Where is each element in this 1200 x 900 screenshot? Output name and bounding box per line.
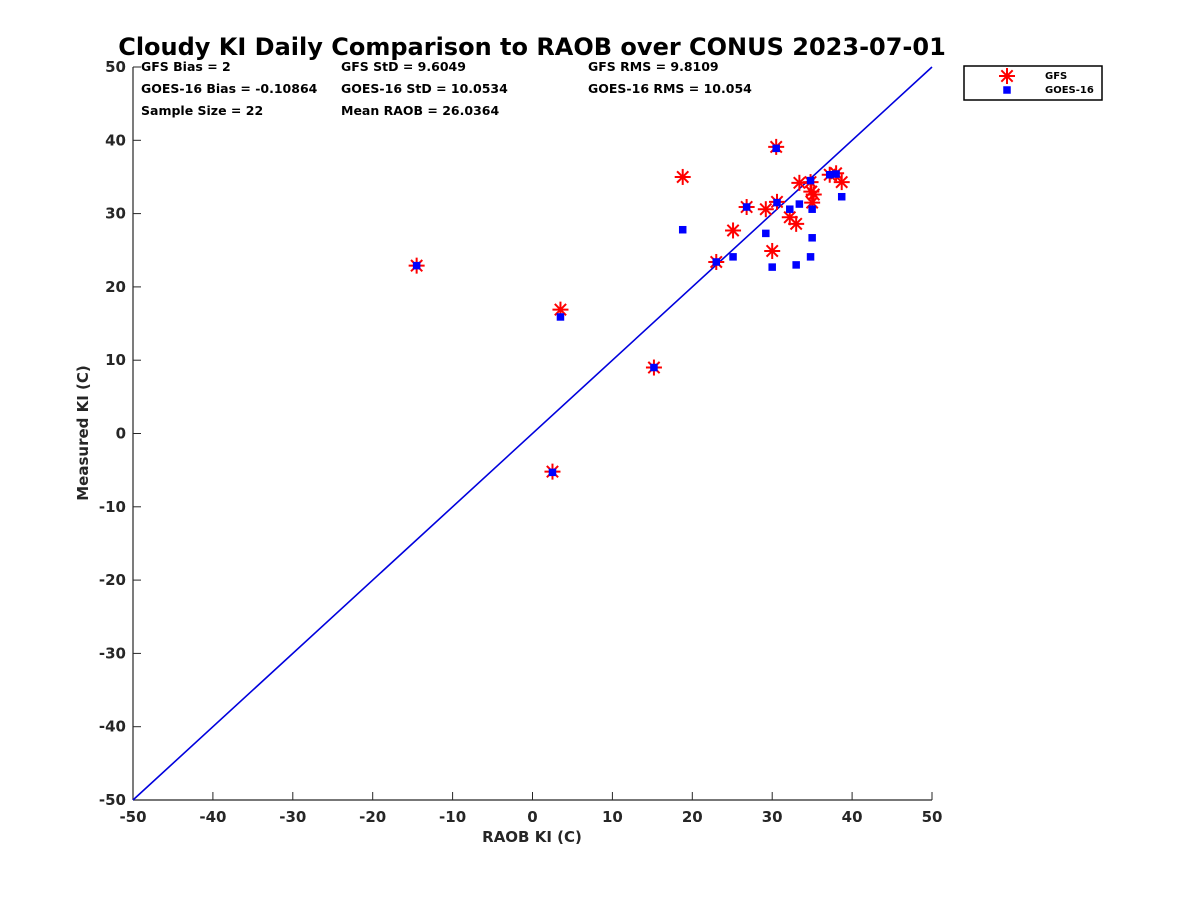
goes-16-point: [556, 313, 565, 321]
asterisk-stroke: [1000, 69, 1014, 83]
goes-16-point: [650, 363, 658, 372]
asterisk-stroke: [554, 303, 567, 316]
goes-16-point: [795, 200, 804, 208]
legend-goes-marker: [1003, 86, 1011, 94]
asterisk-stroke: [793, 176, 806, 190]
y-tick-label: 20: [105, 278, 126, 296]
sample-size-stat: Sample Size = 22: [141, 103, 263, 118]
y-tick-label: 0: [116, 425, 126, 443]
goes-16-point: [768, 263, 776, 271]
legend-goes-label: GOES-16: [1045, 85, 1094, 96]
y-tick-label: 10: [105, 351, 126, 369]
gfs-point: [833, 174, 850, 191]
y-tick-label: 50: [105, 58, 126, 76]
goes-16-point: [786, 205, 794, 213]
asterisk-stroke: [765, 244, 779, 258]
gfs-point: [788, 215, 805, 232]
data-markers: [408, 138, 850, 480]
y-tick-label: -30: [99, 644, 126, 662]
gfs-point: [803, 183, 820, 200]
goes-16-point: [792, 261, 800, 269]
asterisk-stroke: [805, 196, 819, 209]
stats-block: GFS Bias = 2 GFS StD = 9.6049 GFS RMS = …: [141, 59, 752, 118]
y-axis-label: Measured KI (C): [74, 365, 92, 501]
asterisk-stroke: [726, 224, 740, 237]
mean-raob-stat: Mean RAOB = 26.0364: [341, 103, 499, 118]
x-tick-label: -20: [359, 808, 386, 826]
goes-16-point: [832, 170, 840, 178]
y-tick-label: -50: [99, 791, 126, 809]
goes-16-point: [808, 205, 816, 213]
legend-gfs-asterisk: [999, 68, 1015, 84]
asterisk-stroke: [759, 202, 773, 216]
goes-16-point: [773, 198, 781, 207]
gfs-point: [764, 242, 781, 259]
goes-16-point: [806, 176, 815, 185]
x-tick-label: 20: [682, 808, 703, 826]
gfs-std-stat: GFS StD = 9.6049: [341, 59, 466, 74]
y-tick-label: -20: [99, 571, 126, 589]
asterisk-stroke: [804, 185, 818, 198]
x-tick-label: 0: [527, 808, 537, 826]
gfs-bias-stat: GFS Bias = 2: [141, 59, 231, 74]
legend-goes-square: [1003, 86, 1011, 94]
gfs-rms-stat: GFS RMS = 9.8109: [588, 59, 719, 74]
goes-bias-stat: GOES-16 Bias = -0.10864: [141, 81, 318, 96]
y-tick-labels: -50 -40 -30 -20 -10 0 10 20 30 40 50: [99, 58, 126, 809]
series-goes-16: [412, 144, 846, 477]
legend-gfs-label: GFS: [1045, 71, 1067, 82]
asterisk-stroke: [783, 210, 797, 224]
goes-16-point: [678, 225, 687, 234]
goes-16-point: [772, 144, 780, 153]
asterisk-stroke: [789, 217, 803, 231]
asterisk-stroke: [835, 175, 849, 189]
goes-16-point: [729, 253, 737, 261]
x-tick-label: 40: [842, 808, 863, 826]
y-tick-label: -10: [99, 498, 126, 516]
gfs-point: [725, 222, 742, 239]
y-tick-label: 40: [105, 131, 126, 149]
x-tick-label: 10: [602, 808, 623, 826]
gfs-point: [674, 168, 691, 185]
x-tick-labels: -50 -40 -30 -20 -10 0 10 20 30 40 50: [119, 808, 942, 826]
y-tick-label: 30: [105, 205, 126, 223]
legend-gfs-marker: [999, 68, 1015, 84]
goes-16-point: [762, 229, 770, 238]
series-gfs: [408, 138, 850, 480]
goes-rms-stat: GOES-16 RMS = 10.054: [588, 81, 752, 96]
legend-box: [963, 65, 1103, 101]
x-tick-label: 50: [922, 808, 943, 826]
goes-16-point: [808, 234, 816, 242]
x-tick-label: -50: [119, 808, 146, 826]
goes-16-point: [742, 203, 751, 211]
goes-16-point: [837, 192, 846, 201]
x-tick-label: -10: [439, 808, 466, 826]
goes-std-stat: GOES-16 StD = 10.0534: [341, 81, 508, 96]
gfs-point: [757, 201, 774, 218]
goes-16-point: [712, 258, 721, 266]
x-tick-label: -40: [199, 808, 226, 826]
chart-title: Cloudy KI Daily Comparison to RAOB over …: [118, 33, 946, 61]
goes-16-point: [412, 261, 421, 270]
goes-16-point: [806, 253, 815, 261]
x-tick-label: 30: [762, 808, 783, 826]
x-axis-label: RAOB KI (C): [482, 828, 582, 846]
legend: GFS GOES-16: [963, 65, 1103, 101]
y-tick-label: -40: [99, 718, 126, 736]
gfs-point: [781, 209, 798, 226]
goes-16-point: [825, 171, 834, 179]
goes-16-point: [548, 468, 557, 477]
plot-axes: [132, 66, 933, 801]
x-tick-label: -30: [279, 808, 306, 826]
asterisk-stroke: [676, 170, 690, 184]
